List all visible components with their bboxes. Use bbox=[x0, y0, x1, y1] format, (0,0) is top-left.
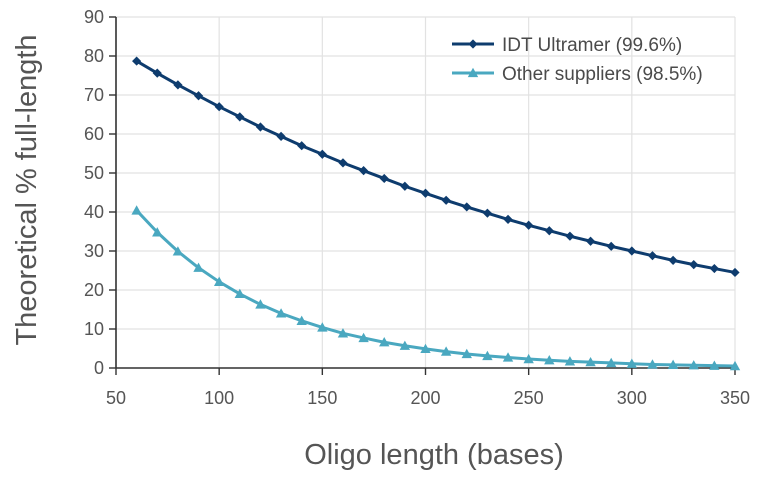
data-point-triangle bbox=[275, 308, 287, 318]
x-tick-label: 150 bbox=[307, 388, 337, 408]
data-point-triangle bbox=[467, 67, 479, 78]
data-point-diamond bbox=[400, 181, 410, 191]
data-point-diamond bbox=[730, 267, 740, 278]
data-point-diamond bbox=[503, 214, 513, 225]
y-axis-title: Theoretical % full-length bbox=[11, 34, 43, 345]
data-point-triangle bbox=[647, 359, 658, 369]
data-point-diamond bbox=[420, 188, 431, 198]
x-tick-label: 350 bbox=[720, 388, 750, 408]
y-tick-label: 60 bbox=[84, 124, 104, 144]
data-point-triangle bbox=[399, 340, 411, 350]
data-point-diamond bbox=[359, 166, 369, 176]
data-point-triangle bbox=[688, 360, 699, 370]
data-point-triangle bbox=[667, 359, 679, 370]
data-point-triangle bbox=[709, 360, 720, 370]
data-point-diamond bbox=[565, 231, 575, 241]
data-point-triangle bbox=[131, 205, 142, 215]
legend-label: IDT Ultramer (99.6%) bbox=[502, 35, 682, 56]
y-tick-label: 20 bbox=[84, 280, 104, 300]
data-point-diamond bbox=[193, 91, 204, 101]
y-tick-label: 80 bbox=[84, 46, 104, 66]
data-point-diamond bbox=[585, 236, 596, 246]
data-point-diamond bbox=[214, 102, 224, 112]
data-point-triangle bbox=[337, 328, 349, 338]
data-point-diamond bbox=[647, 251, 658, 261]
y-tick-label: 70 bbox=[84, 85, 104, 105]
data-point-diamond bbox=[606, 241, 616, 251]
y-tick-label: 90 bbox=[84, 7, 104, 27]
x-tick-label: 250 bbox=[514, 388, 544, 408]
series-layer bbox=[131, 56, 741, 371]
legend: IDT Ultramer (99.6%) Other suppliers (98.… bbox=[452, 35, 703, 85]
data-point-triangle bbox=[729, 360, 741, 371]
series-group bbox=[132, 56, 740, 278]
data-point-triangle bbox=[482, 350, 493, 361]
data-point-triangle bbox=[461, 348, 472, 359]
data-point-triangle bbox=[317, 322, 328, 332]
data-point-triangle bbox=[502, 352, 514, 362]
data-point-triangle bbox=[358, 332, 369, 343]
data-point-diamond bbox=[317, 149, 327, 159]
series-line bbox=[135, 209, 736, 368]
legend-label: Other suppliers (98.5%) bbox=[502, 64, 703, 85]
data-point-diamond bbox=[468, 39, 478, 49]
data-point-diamond bbox=[668, 255, 678, 265]
data-point-triangle bbox=[296, 315, 307, 325]
legend-item: Other suppliers (98.5%) bbox=[452, 64, 703, 85]
data-point-triangle bbox=[544, 355, 555, 365]
data-point-diamond bbox=[689, 260, 699, 270]
data-point-diamond bbox=[173, 80, 183, 90]
y-tick-label: 30 bbox=[84, 241, 104, 261]
y-tick-label: 40 bbox=[84, 202, 104, 222]
data-point-triangle bbox=[213, 276, 225, 286]
data-point-diamond bbox=[235, 112, 245, 122]
data-point-diamond bbox=[338, 158, 348, 168]
x-axis-title: Oligo length (bases) bbox=[304, 439, 564, 471]
y-tick-label: 50 bbox=[84, 163, 104, 183]
data-point-triangle bbox=[440, 346, 452, 356]
legend-item: IDT Ultramer (99.6%) bbox=[452, 35, 682, 56]
data-point-diamond bbox=[709, 263, 719, 274]
data-point-diamond bbox=[441, 195, 451, 205]
data-point-diamond bbox=[544, 226, 554, 236]
data-point-diamond bbox=[482, 208, 492, 218]
y-tick-label: 10 bbox=[84, 319, 104, 339]
data-point-diamond bbox=[379, 173, 389, 184]
data-point-triangle bbox=[626, 358, 638, 368]
data-point-diamond bbox=[297, 141, 307, 151]
data-point-triangle bbox=[234, 288, 245, 299]
data-point-diamond bbox=[276, 131, 286, 141]
data-point-triangle bbox=[564, 356, 576, 366]
data-point-triangle bbox=[152, 227, 163, 237]
data-point-diamond bbox=[255, 122, 266, 132]
y-tick-label: 0 bbox=[94, 358, 104, 378]
series-group bbox=[131, 205, 741, 371]
x-tick-label: 300 bbox=[617, 388, 647, 408]
data-point-triangle bbox=[585, 356, 596, 367]
axes: 0 10 20 30 40 50 60 70 80 90 50 100 150 200 250 300 350 bbox=[84, 7, 750, 408]
data-point-triangle bbox=[255, 299, 266, 309]
data-point-triangle bbox=[606, 357, 617, 368]
data-point-diamond bbox=[462, 202, 472, 212]
data-point-diamond bbox=[524, 220, 534, 230]
data-point-triangle bbox=[193, 262, 204, 272]
data-point-triangle bbox=[172, 246, 184, 256]
data-point-diamond bbox=[132, 56, 142, 66]
x-tick-label: 200 bbox=[410, 388, 440, 408]
data-point-triangle bbox=[420, 343, 431, 354]
x-tick-label: 50 bbox=[106, 388, 126, 408]
data-point-triangle bbox=[523, 353, 534, 364]
x-tick-label: 100 bbox=[204, 388, 234, 408]
data-point-diamond bbox=[627, 246, 637, 256]
data-point-triangle bbox=[379, 337, 390, 347]
data-point-diamond bbox=[152, 68, 162, 78]
